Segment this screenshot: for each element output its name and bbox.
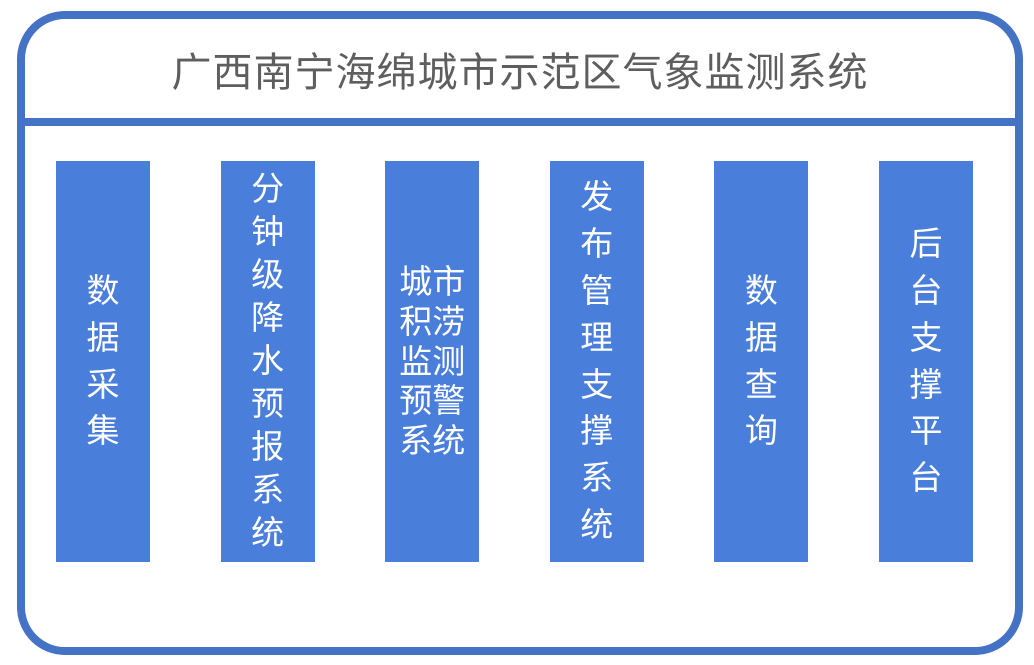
bar-release-management-support-system-label: 发布管理支撑系统 [580, 177, 614, 545]
bar-minute-precipitation-forecast-system: 分钟级降水预报系统 [220, 161, 315, 562]
bar-release-management-support-system: 发布管理支撑系统 [549, 161, 644, 562]
bar-backend-support-platform: 后台支撑平台 [878, 161, 973, 562]
bar-data-query-label: 数据查询 [744, 270, 778, 451]
module-columns: 数据采集 分钟级降水预报系统 城市积涝监测预警系统 发布管理支撑系统 数据查询 … [25, 126, 1015, 647]
bar-minute-precipitation-forecast-system-label: 分钟级降水预报系统 [251, 169, 285, 552]
bar-urban-waterlogging-monitoring-warning-system: 城市积涝监测预警系统 [385, 161, 480, 562]
bar-data-collection-label: 数据采集 [86, 270, 120, 451]
diagram-title: 广西南宁海绵城市示范区气象监测系统 [171, 50, 869, 95]
bar-data-query: 数据查询 [714, 161, 809, 562]
bar-urban-waterlogging-monitoring-warning-system-label: 城市积涝监测预警系统 [399, 261, 466, 461]
diagram-frame: 广西南宁海绵城市示范区气象监测系统 数据采集 分钟级降水预报系统 城市积涝监测预… [17, 11, 1023, 655]
diagram-title-bar: 广西南宁海绵城市示范区气象监测系统 [25, 19, 1015, 126]
bar-data-collection: 数据采集 [56, 161, 150, 562]
bar-backend-support-platform-label: 后台支撑平台 [909, 223, 943, 498]
